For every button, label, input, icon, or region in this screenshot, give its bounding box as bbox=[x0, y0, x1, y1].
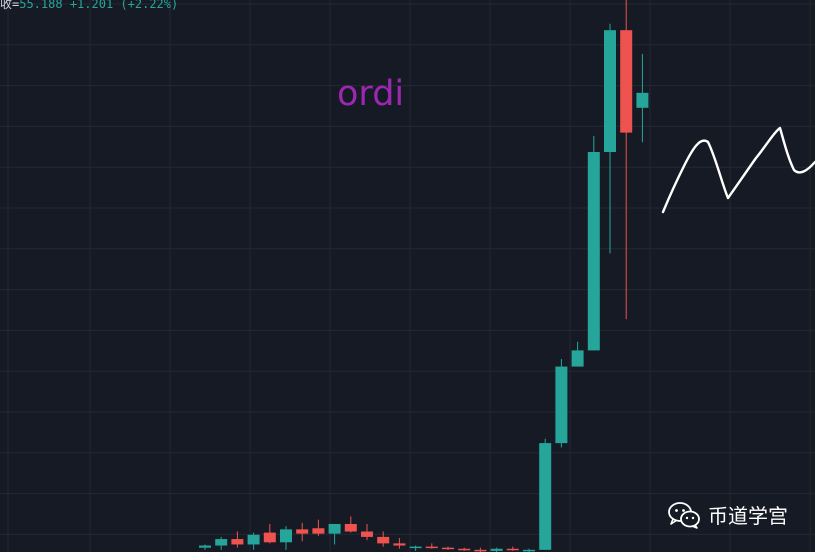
candle bbox=[280, 526, 292, 550]
candle-body bbox=[458, 548, 471, 551]
candle-body bbox=[636, 92, 649, 108]
candle bbox=[215, 536, 228, 550]
candle bbox=[555, 359, 568, 448]
candle bbox=[247, 532, 260, 550]
change-value: +1.201 bbox=[69, 0, 114, 11]
candle bbox=[361, 523, 373, 541]
candle-body bbox=[506, 548, 519, 551]
candle bbox=[571, 341, 584, 367]
ohlc-header: 收=55.188 +1.201 (+2.22%) bbox=[0, 0, 178, 12]
candle-body bbox=[474, 549, 487, 552]
candle-body bbox=[604, 30, 616, 153]
candle-body bbox=[280, 529, 292, 543]
candle-body bbox=[523, 549, 535, 552]
candle bbox=[425, 543, 438, 549]
candle-body bbox=[393, 543, 406, 546]
candle-body bbox=[247, 534, 260, 545]
candle-body bbox=[539, 443, 552, 550]
close-label: 收= bbox=[0, 0, 20, 11]
candle bbox=[474, 547, 487, 552]
candle bbox=[620, 0, 633, 320]
candle-body bbox=[377, 536, 390, 544]
candle-body bbox=[344, 523, 357, 532]
candle-body bbox=[555, 366, 568, 444]
candle-body bbox=[312, 528, 325, 534]
candle bbox=[539, 438, 552, 550]
candle-body bbox=[263, 532, 276, 543]
close-value: 55.188 bbox=[19, 0, 63, 11]
candle bbox=[296, 522, 309, 542]
candle-body bbox=[425, 546, 438, 549]
change-percent: (+2.22%) bbox=[120, 0, 179, 11]
candle bbox=[312, 519, 325, 536]
candle-body bbox=[199, 545, 211, 548]
watermark: 币道学宫 bbox=[668, 500, 788, 529]
candle-body bbox=[296, 529, 309, 534]
candle bbox=[393, 537, 406, 549]
candle bbox=[604, 23, 616, 254]
candle bbox=[587, 135, 600, 351]
candle bbox=[344, 516, 357, 533]
watermark-text: 币道学宫 bbox=[708, 504, 788, 528]
candle bbox=[458, 547, 471, 551]
freehand-drawing[interactable] bbox=[661, 126, 815, 214]
candle bbox=[636, 53, 649, 143]
wechat-icon bbox=[668, 501, 700, 529]
candle bbox=[328, 523, 341, 545]
candle-body bbox=[328, 523, 341, 534]
candle bbox=[377, 531, 390, 547]
candle-body bbox=[587, 152, 600, 351]
candle bbox=[409, 545, 422, 551]
candle bbox=[263, 523, 276, 544]
chart-annotation-text[interactable]: ordi bbox=[337, 74, 405, 114]
candle bbox=[199, 544, 211, 550]
candle bbox=[506, 546, 519, 551]
candle-body bbox=[442, 547, 454, 550]
candle bbox=[490, 547, 503, 552]
candle-body bbox=[409, 546, 422, 549]
candle bbox=[523, 548, 535, 552]
candle-body bbox=[490, 548, 503, 551]
candle-body bbox=[361, 531, 373, 537]
candle-body bbox=[231, 539, 244, 545]
candle-body bbox=[571, 350, 584, 367]
candle bbox=[231, 531, 244, 548]
candle-body bbox=[215, 539, 228, 546]
candles bbox=[199, 0, 649, 552]
candle bbox=[442, 546, 454, 550]
candle-body bbox=[620, 30, 633, 133]
